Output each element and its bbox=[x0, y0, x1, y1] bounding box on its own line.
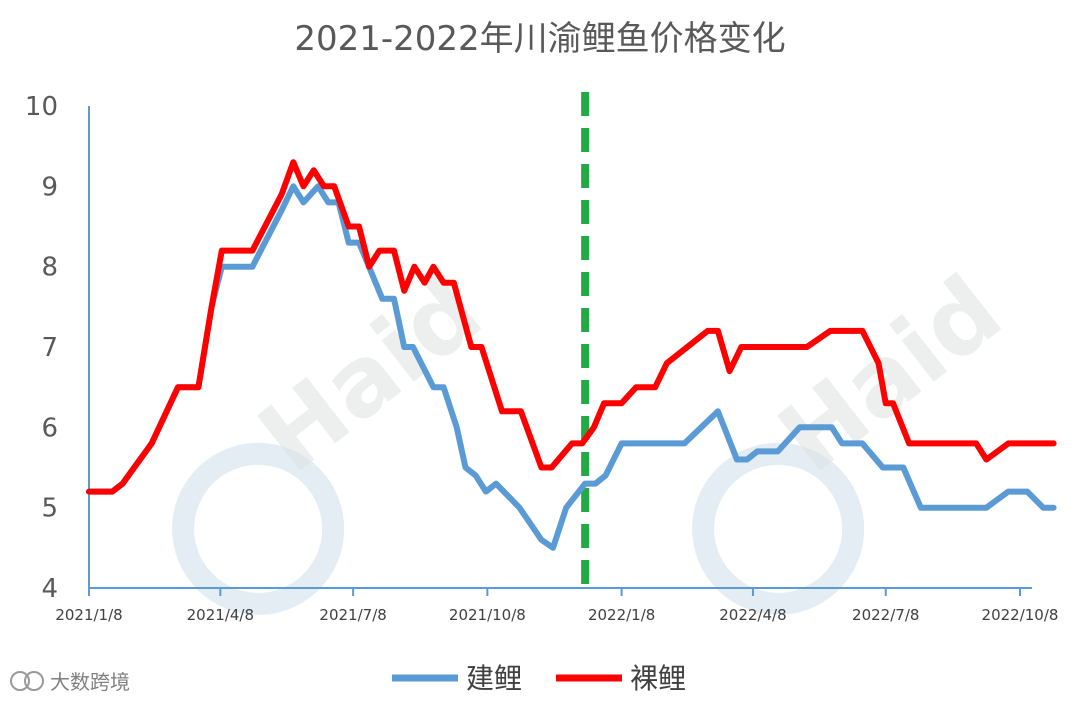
watermark-logo-left: Haid bbox=[172, 254, 502, 615]
series-line-1 bbox=[86, 159, 1057, 495]
y-tick-label: 9 bbox=[41, 172, 58, 202]
x-tick-label: 2022/1/8 bbox=[588, 606, 655, 624]
legend: 建鲤 裸鲤 bbox=[392, 662, 686, 695]
x-tick-label: 2021/1/8 bbox=[55, 606, 122, 624]
y-tick-label: 6 bbox=[41, 413, 58, 443]
watermark-caption-text: 大数跨境 bbox=[50, 670, 130, 694]
x-tick-labels: 2021/1/8 2021/4/8 2021/7/8 2021/10/8 2022/1/… bbox=[55, 588, 1058, 624]
legend-item-jianli[interactable]: 建鲤 bbox=[392, 662, 522, 695]
axes bbox=[88, 106, 1032, 589]
y-tick-label: 5 bbox=[41, 494, 58, 524]
series-lines bbox=[86, 159, 1057, 551]
x-tick-label: 2021/4/8 bbox=[187, 606, 254, 624]
watermark-caption: 大数跨境 bbox=[10, 670, 130, 694]
y-tick-labels: 10 9 8 7 6 5 4 bbox=[25, 92, 58, 604]
legend-label-luoli: 裸鲤 bbox=[630, 662, 686, 695]
y-tick-label: 8 bbox=[41, 253, 58, 283]
x-tick-label: 2022/10/8 bbox=[982, 606, 1059, 624]
legend-label-jianli: 建鲤 bbox=[466, 662, 522, 695]
x-tick-label: 2022/4/8 bbox=[719, 606, 786, 624]
y-tick-label: 7 bbox=[41, 333, 58, 363]
legend-item-luoli[interactable]: 裸鲤 bbox=[556, 662, 686, 695]
x-tick-label: 2021/7/8 bbox=[319, 606, 386, 624]
x-tick-label: 2022/7/8 bbox=[852, 606, 919, 624]
series-line-0 bbox=[86, 183, 1057, 551]
brand-icon-ring bbox=[24, 671, 44, 691]
brand-icon bbox=[10, 671, 30, 691]
x-tick-label: 2021/10/8 bbox=[449, 606, 526, 624]
chart-title: 2021-2022年川渝鲤鱼价格变化 bbox=[294, 19, 785, 59]
y-tick-label: 4 bbox=[41, 574, 58, 604]
y-tick-label: 10 bbox=[25, 92, 58, 122]
